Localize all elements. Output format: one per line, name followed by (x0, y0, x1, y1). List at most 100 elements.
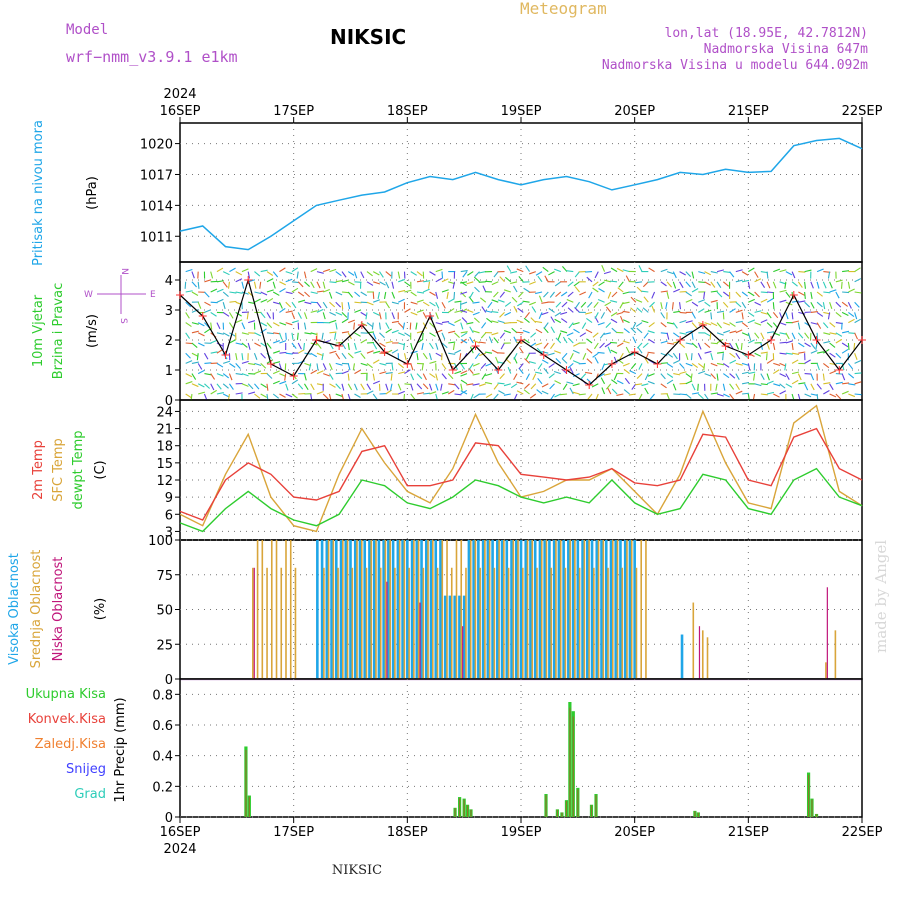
wind-arrow (335, 322, 338, 330)
wind-arrow (329, 311, 337, 316)
wind-arrow (204, 301, 211, 307)
wind-arrow (469, 326, 474, 334)
wind-arrow (735, 309, 743, 313)
wind-arrow (228, 383, 234, 390)
wind-arrow (710, 373, 716, 380)
station-title: NIKSIC (330, 25, 406, 49)
wind-arrow (510, 281, 518, 285)
wind-arrow (441, 289, 449, 293)
wind-arrow (473, 317, 480, 324)
high-cloud-label: Visoka Oblacnost (7, 553, 22, 665)
wind-arrow (398, 289, 406, 293)
wind-arrow (297, 349, 305, 354)
wind-arrow (341, 342, 347, 350)
wind-arrow (391, 363, 394, 371)
wind-arrow (377, 291, 381, 299)
wind-arrow (785, 271, 793, 276)
wind-arrow (644, 387, 649, 395)
wind-arrow (847, 363, 854, 370)
conv-precip-bar (561, 812, 563, 817)
wind-arrow (416, 291, 424, 294)
wind-arrow (441, 391, 449, 395)
wind-arrow (354, 332, 361, 337)
wind-arrow (235, 271, 243, 276)
wind-arrow (352, 363, 356, 371)
wind-arrow (360, 271, 365, 279)
wind-arrow (284, 373, 287, 381)
precip-tick-label: 0.2 (152, 780, 173, 795)
wind-arrow (597, 322, 605, 326)
wind-arrow (291, 320, 299, 324)
wind-arrow (454, 300, 462, 303)
wind-arrow (452, 342, 456, 351)
wind-arrow (648, 338, 655, 344)
wind-arrow (572, 322, 580, 326)
wind-arrow (779, 289, 787, 293)
wind-arrow (379, 342, 386, 348)
wind-arrow (841, 348, 849, 354)
wind-arrow (829, 370, 837, 375)
wind-arrow (479, 297, 487, 303)
wind-arrow (504, 311, 512, 316)
wind-arrow (541, 351, 549, 354)
wind-arrow (279, 393, 286, 398)
wind-arrow (454, 393, 462, 396)
wind-arrow (260, 393, 268, 398)
wind-arrow (460, 373, 468, 377)
wind-arrow (435, 352, 443, 358)
wind-arrow (603, 279, 611, 283)
wind-arrow (518, 367, 524, 374)
wind-arrow (835, 338, 843, 344)
wind-arrow (360, 311, 368, 317)
wind-arrow (459, 353, 462, 361)
wind-arrow (791, 271, 796, 279)
wind-arrow (666, 271, 674, 275)
wind-arrow (529, 301, 536, 306)
wind-arrow (260, 291, 268, 296)
wind-arrow (398, 332, 405, 337)
wind-arrow (593, 342, 599, 350)
wind-arrow (710, 322, 718, 327)
wind-arrow (716, 332, 724, 336)
wind-arrow (823, 390, 830, 395)
wind-arrow (197, 342, 205, 347)
wind-arrow (410, 363, 414, 371)
wind-arrow (493, 337, 499, 344)
wind-arrow (204, 383, 211, 389)
wind-arrow (460, 332, 468, 338)
wind-arrow (404, 369, 411, 375)
wind-arrow (210, 322, 213, 330)
wind-arrow (791, 281, 798, 287)
wind-arrow (716, 322, 722, 329)
wind-arrow (503, 383, 511, 387)
pressure-tick-label: 1020 (140, 138, 173, 153)
wind-arrow (247, 271, 251, 279)
wind-arrow (816, 363, 820, 371)
wind-arrow (591, 383, 599, 388)
wind-arrow (460, 331, 468, 334)
wind-arrow (511, 327, 518, 334)
wind-arrow (582, 352, 587, 360)
wind-arrow (467, 271, 474, 276)
wind-arrow (460, 363, 466, 370)
wind-arrow (605, 383, 612, 390)
wind-arrow (685, 320, 693, 324)
wind-arrow (335, 383, 341, 390)
wind-arrow (303, 383, 309, 391)
wind-arrow (366, 362, 373, 369)
wind-arrow (304, 281, 310, 287)
wind-arrow (827, 271, 831, 279)
wind-arrow (842, 270, 850, 273)
wind-arrow (660, 373, 666, 380)
wind-arrow (754, 332, 760, 339)
wind-arrow (560, 311, 568, 315)
wind-arrow (493, 393, 499, 400)
wind-arrow (272, 281, 276, 289)
wind-arrow (366, 383, 372, 391)
wind-arrow (241, 353, 244, 361)
wind-arrow (216, 322, 221, 330)
wind-arrow (765, 353, 768, 361)
wind-arrow (740, 342, 743, 351)
cloud-tick-label: 25 (156, 638, 173, 653)
wind-arrow (754, 291, 760, 298)
